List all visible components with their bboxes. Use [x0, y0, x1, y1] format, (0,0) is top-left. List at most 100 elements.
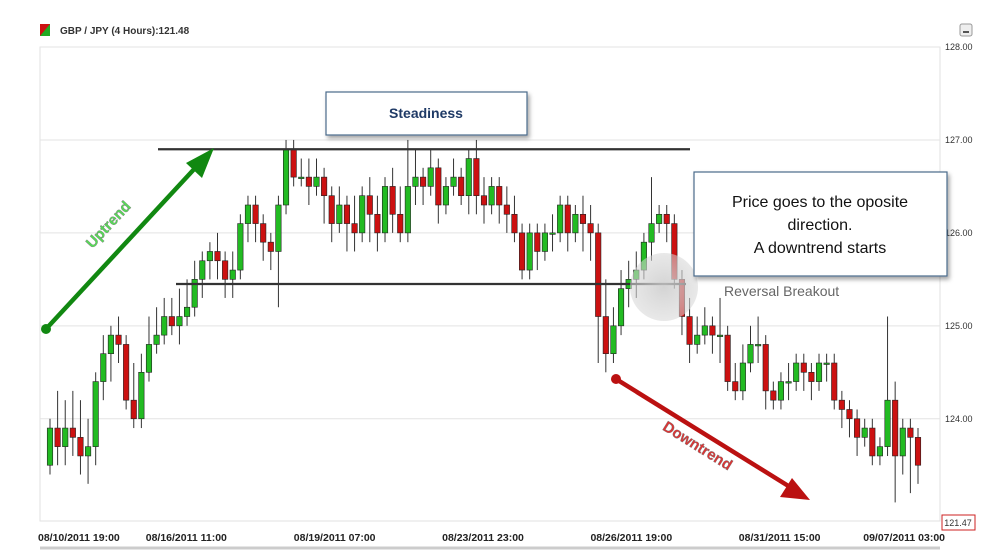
candle-body [549, 232, 556, 235]
candle [496, 177, 503, 224]
candle [557, 195, 564, 243]
candle [366, 177, 373, 243]
candle [404, 139, 411, 243]
candle [808, 363, 815, 401]
candle-body [709, 325, 716, 336]
candle [480, 177, 488, 224]
candle-body [138, 371, 145, 420]
candle [359, 186, 366, 243]
candle-body [298, 176, 305, 179]
x-tick-label: 08/19/2011 07:00 [294, 532, 376, 544]
candle-body [739, 362, 746, 392]
candle-body [564, 204, 571, 234]
candle [541, 223, 548, 261]
candle-body [488, 186, 495, 206]
candle [313, 158, 320, 196]
candle-body [701, 325, 708, 336]
candle [610, 307, 617, 363]
candle [899, 418, 906, 475]
candle-body [496, 186, 503, 206]
candle-body [46, 427, 54, 466]
steadiness-box [325, 91, 528, 136]
candle-body [161, 316, 168, 336]
candle [206, 242, 213, 280]
candle-body [823, 362, 830, 365]
candle [465, 149, 472, 215]
candle-body [618, 288, 625, 327]
candle [602, 279, 609, 373]
candle [389, 167, 396, 233]
downtrend-arrow-line [614, 377, 792, 489]
candle-body [770, 390, 777, 401]
candle [381, 177, 389, 243]
chart-logo-icon-green [40, 24, 50, 36]
x-axis: 08/10/2011 19:00 08/16/2011 11:00 08/19/20… [38, 532, 945, 544]
candle-body [427, 167, 434, 187]
candle [191, 260, 198, 317]
candle [777, 372, 784, 410]
candle-body [282, 148, 290, 206]
uptrend-arrow-head [186, 148, 214, 178]
candle-body [107, 334, 114, 355]
candle-body [77, 437, 84, 457]
candle-body [321, 176, 328, 197]
candle [54, 390, 61, 466]
candle [488, 177, 495, 215]
candle-body [541, 232, 548, 252]
candle [115, 316, 122, 363]
candle [549, 214, 556, 252]
candle-body [503, 204, 510, 215]
candle [831, 353, 838, 410]
candle [701, 307, 708, 345]
candle [785, 363, 792, 401]
y-tick-label: 125.00 [945, 321, 973, 331]
candle-body [656, 213, 663, 224]
candle-body [473, 158, 480, 197]
candle-body [519, 232, 526, 271]
candle [260, 214, 267, 261]
candle-body [595, 232, 602, 317]
candle-body [831, 362, 838, 401]
candle [739, 344, 746, 401]
candle-body [92, 381, 99, 447]
candle-body [54, 427, 61, 447]
candle-body [762, 344, 769, 392]
candle [747, 325, 754, 373]
candle-body [785, 381, 792, 384]
candle [755, 316, 762, 363]
candle [252, 195, 259, 243]
candle-body [145, 344, 153, 373]
candle [716, 297, 724, 363]
info-box [693, 171, 948, 277]
candle-body [199, 260, 206, 280]
candle [907, 418, 914, 494]
candle [473, 139, 480, 215]
candle [184, 279, 191, 326]
candle [176, 288, 183, 345]
candle-body [534, 232, 541, 252]
candle [275, 195, 282, 308]
y-tick-label: 127.00 [945, 135, 973, 145]
candle [46, 418, 54, 475]
candle-body [724, 334, 731, 382]
candle-body [435, 167, 442, 206]
candle-body [526, 232, 533, 271]
candle-body [290, 148, 297, 178]
y-tick-label: 126.00 [945, 228, 973, 238]
candle-body [359, 195, 366, 234]
candle [168, 297, 175, 336]
candle-body [899, 427, 906, 457]
candle [572, 205, 579, 243]
candle-body [465, 158, 472, 197]
minimize-icon[interactable] [959, 23, 973, 37]
candle-body [854, 418, 861, 438]
candle-body [808, 371, 815, 382]
candle [199, 251, 206, 298]
candle-body [62, 427, 69, 447]
candle [534, 223, 541, 271]
candle [328, 186, 335, 243]
candle-body [777, 381, 784, 401]
candle-body [458, 176, 465, 197]
candle [892, 381, 899, 503]
